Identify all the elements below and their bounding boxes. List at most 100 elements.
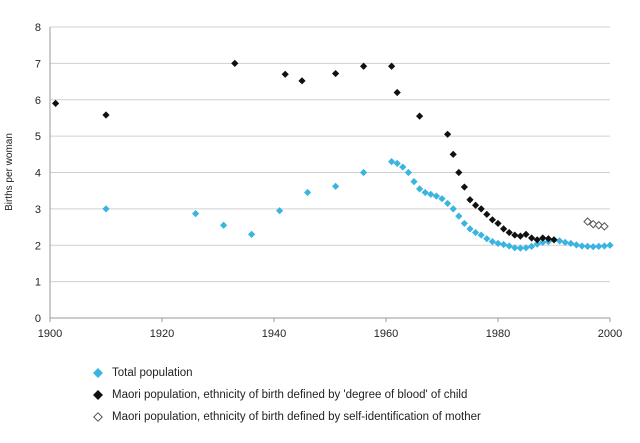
- data-point: [572, 241, 580, 249]
- data-point: [477, 205, 485, 213]
- data-point: [567, 239, 575, 248]
- data-point: [477, 231, 485, 239]
- data-point: [360, 62, 368, 70]
- data-point: [466, 225, 474, 233]
- data-point: [494, 239, 502, 248]
- data-point: [516, 232, 524, 240]
- data-point: [589, 243, 597, 251]
- legend-label: Maori population, ethnicity of birth def…: [112, 389, 468, 401]
- legend-item: Total population: [90, 362, 481, 384]
- data-point: [606, 241, 614, 249]
- data-point: [483, 235, 491, 243]
- data-point: [472, 201, 480, 209]
- data-point: [102, 205, 110, 213]
- data-point: [460, 219, 468, 228]
- gridlines: [50, 26, 610, 283]
- data-point: [528, 242, 536, 250]
- series-0: [102, 157, 614, 252]
- data-point: [102, 111, 110, 119]
- y-tick-label: 1: [35, 277, 41, 289]
- data-point: [304, 188, 312, 197]
- x-tick-label: 1980: [486, 328, 510, 340]
- data-point: [248, 230, 256, 238]
- data-point: [522, 244, 530, 252]
- legend-item: Maori population, ethnicity of birth def…: [90, 384, 481, 406]
- data-point: [511, 244, 519, 252]
- data-points: [52, 59, 614, 252]
- data-point: [561, 238, 569, 246]
- data-point: [588, 219, 598, 229]
- data-point: [360, 168, 368, 177]
- data-point: [438, 195, 446, 203]
- legend-marker-icon: [90, 412, 106, 422]
- legend-label: Total population: [112, 367, 193, 379]
- x-tick-label: 1920: [150, 328, 174, 340]
- data-point: [404, 168, 412, 177]
- data-point: [511, 231, 519, 239]
- y-tick-label: 6: [35, 95, 41, 107]
- data-point: [528, 234, 536, 242]
- data-point: [505, 242, 513, 250]
- data-point: [332, 69, 340, 78]
- data-point: [522, 230, 530, 238]
- y-axis-label: Births per woman: [4, 133, 15, 211]
- data-point: [578, 242, 586, 250]
- data-point: [432, 192, 440, 200]
- data-point: [427, 190, 435, 198]
- y-tick-label: 5: [35, 131, 41, 143]
- data-point: [281, 70, 289, 78]
- y-tick-label: 3: [35, 204, 41, 216]
- x-tick-label: 1960: [374, 328, 398, 340]
- data-point: [500, 225, 508, 233]
- data-point: [533, 240, 541, 248]
- data-point: [539, 234, 547, 242]
- data-point: [460, 183, 468, 191]
- x-tick-label: 1940: [262, 328, 286, 340]
- data-point: [533, 236, 541, 244]
- legend-marker-icon: [90, 390, 106, 400]
- data-point: [449, 150, 457, 158]
- data-point: [399, 163, 407, 171]
- data-point: [583, 217, 592, 226]
- series-2: [583, 217, 609, 231]
- x-tick-label: 2000: [598, 328, 622, 340]
- legend-label: Maori population, ethnicity of birth def…: [112, 411, 481, 423]
- x-tick-labels: 1900 1920 1940 1960 1980 2000: [38, 318, 622, 340]
- data-point: [494, 219, 502, 228]
- data-point: [550, 236, 558, 244]
- data-point: [444, 199, 452, 208]
- data-point: [488, 216, 496, 224]
- data-point: [505, 228, 513, 237]
- legend-marker-icon: [90, 368, 106, 378]
- data-point: [416, 112, 424, 120]
- y-tick-label: 2: [35, 240, 41, 252]
- data-point: [516, 244, 524, 252]
- data-point: [192, 210, 200, 218]
- data-point: [455, 212, 463, 220]
- series-1: [52, 59, 558, 244]
- data-point: [410, 177, 418, 186]
- data-point: [416, 185, 424, 193]
- data-point: [444, 130, 452, 138]
- data-point: [220, 221, 228, 229]
- data-point: [556, 237, 564, 245]
- y-tick-label: 4: [35, 168, 41, 180]
- data-point: [421, 188, 429, 197]
- data-point: [298, 77, 306, 85]
- data-point: [388, 62, 396, 70]
- data-point: [483, 210, 491, 218]
- data-point: [52, 99, 60, 107]
- x-tick-label: 1900: [38, 328, 62, 340]
- legend: Total population Maori population, ethni…: [90, 362, 481, 428]
- data-point: [231, 59, 239, 67]
- data-point: [332, 182, 340, 190]
- data-point: [539, 238, 547, 246]
- data-point: [393, 88, 401, 97]
- y-tick-label: 8: [35, 22, 41, 34]
- y-tick-label: 0: [35, 313, 41, 325]
- data-point: [500, 240, 508, 249]
- data-point: [393, 159, 401, 168]
- data-point: [449, 205, 457, 213]
- data-point: [455, 168, 463, 177]
